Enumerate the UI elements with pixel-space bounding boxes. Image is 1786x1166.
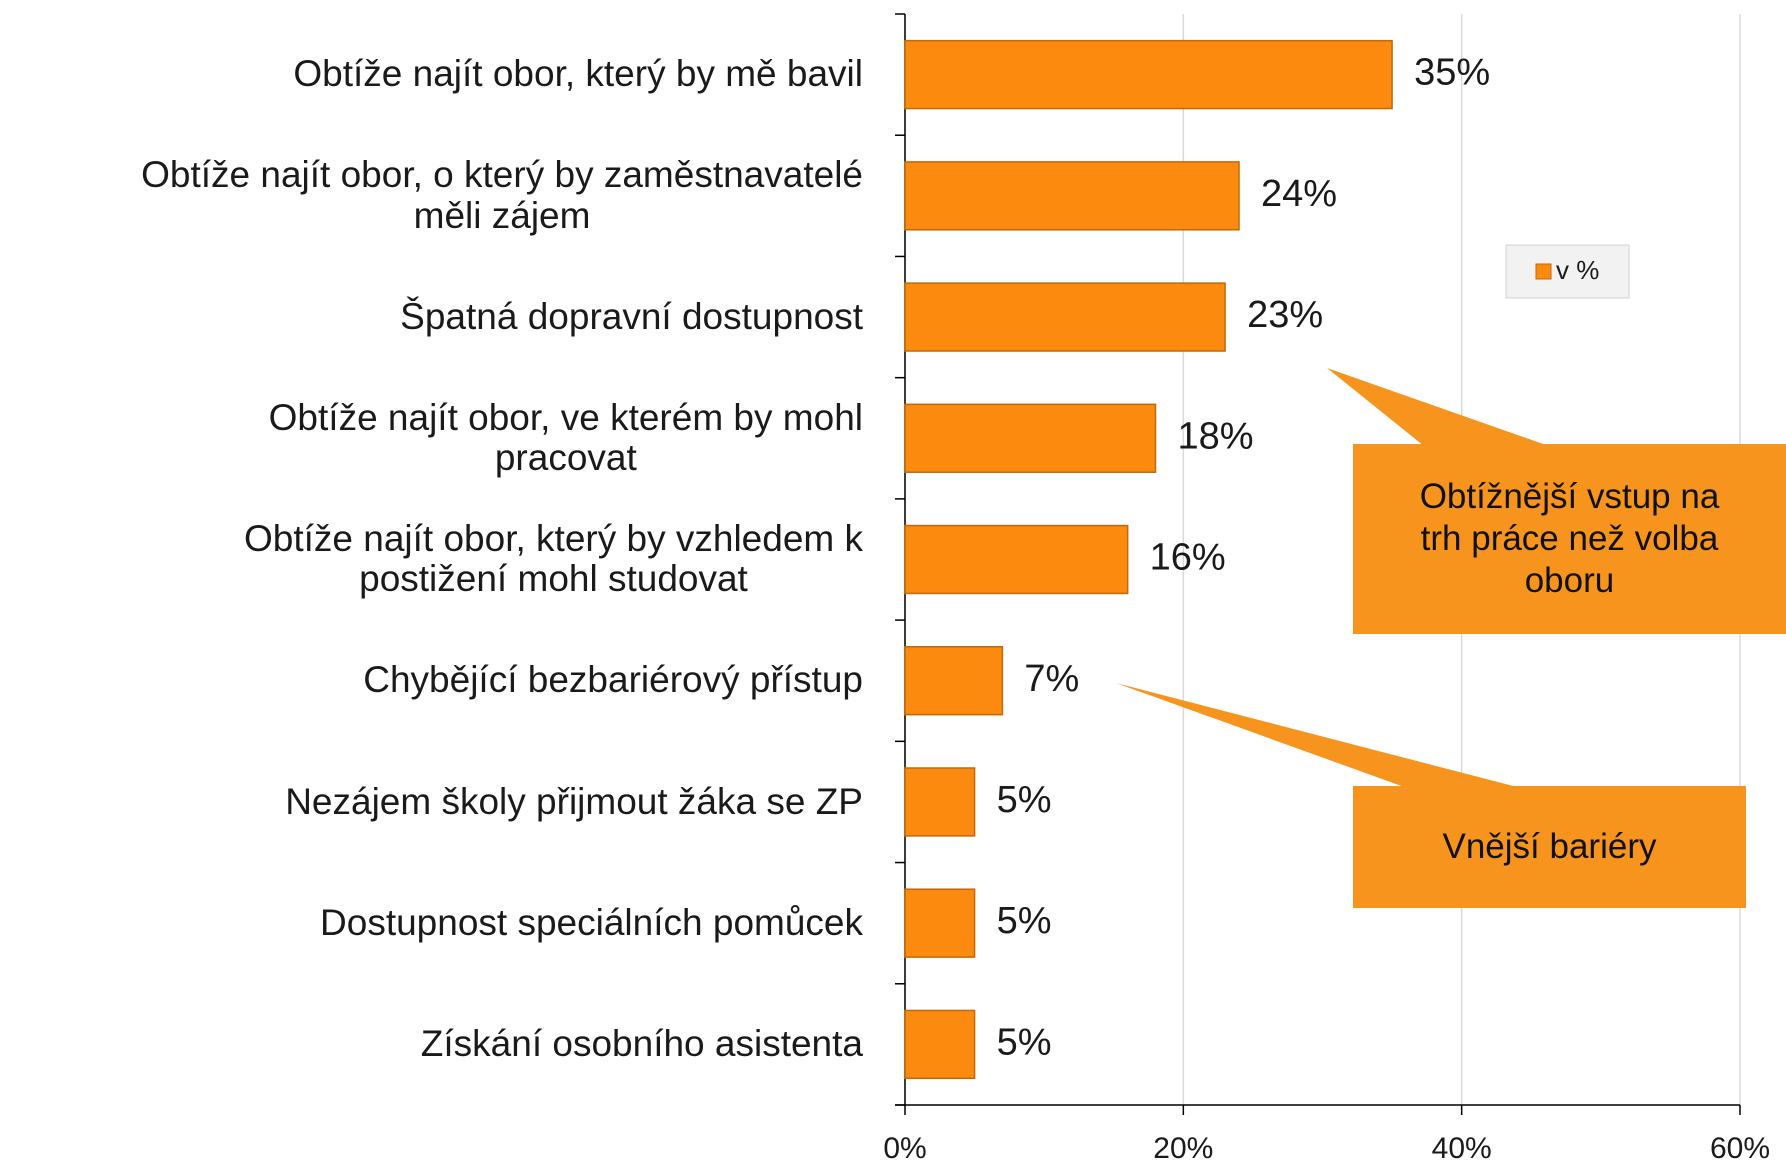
callout-box [1353,444,1786,634]
value-label: 24% [1261,173,1337,215]
legend-box [1505,244,1630,299]
category-label: Obtíže najít obor, který by mě bavil [293,53,863,95]
value-label: 18% [1178,415,1254,457]
category-label-box: Obtíže najít obor, který by mě bavil [0,14,863,135]
category-label-box: Nezájem školy přijmout žáka se ZP [0,741,863,862]
bar [904,39,1393,110]
x-tick-label: 0% [883,1132,926,1165]
category-label-wrap: Obtíže najít obor, o který by zaměstnava… [0,135,863,256]
category-label-box: Špatná dopravní dostupnost [0,256,863,377]
category-label: Nezájem školy přijmout žáka se ZP [285,780,863,822]
value-label: 16% [1150,537,1226,579]
callout-text: Vnější bariéry [1442,827,1657,866]
value-label: 5% [997,900,1052,942]
category-label-wrap: Dostupnost speciálních pomůcek [0,863,863,984]
legend-swatch [1535,263,1552,280]
value-label: 35% [1414,52,1490,94]
bar [904,403,1157,473]
category-label-box: Obtíže najít obor, který by vzhledem k p… [0,499,863,620]
category-label: Dostupnost speciálních pomůcek [320,901,863,943]
category-label-box: Obtíže najít obor, ve kterém by mohl pra… [0,378,863,499]
bar [904,767,976,837]
value-label: 7% [1024,658,1079,700]
category-label: Obtíže najít obor, o který by zaměstnava… [141,154,863,236]
x-tick-label: 40% [1432,1132,1492,1165]
category-label-wrap: Získání osobního asistenta [0,984,863,1105]
legend-label: v % [1556,255,1599,285]
category-label-wrap: Obtíže najít obor, ve kterém by mohl pra… [0,378,863,499]
callout-pointer [1116,683,1521,788]
category-label-box: Chybějící bezbariérový přístup [0,620,863,741]
category-label-wrap: Obtíže najít obor, který by mě bavil [0,14,863,135]
category-label-wrap: Nezájem školy přijmout žáka se ZP [0,741,863,862]
callout-text-box: Vnější bariéry [1442,827,1657,866]
category-label-box: Obtíže najít obor, o který by zaměstnava… [0,135,863,256]
category-label-wrap: Špatná dopravní dostupnost [0,256,863,377]
category-label-box: Získání osobního asistenta [0,984,863,1105]
bar [904,1009,976,1080]
category-label-box: Dostupnost speciálních pomůcek [0,863,863,984]
callout-box [1353,786,1746,908]
category-label: Špatná dopravní dostupnost [400,295,863,337]
category-label: Chybějící bezbariérový přístup [363,659,863,701]
callout-text-box: Obtížnější vstup na trh práce než volba … [1419,477,1720,600]
bar [904,524,1129,595]
value-label: 5% [997,1021,1052,1063]
callout-text: Obtížnější vstup na trh práce než volba … [1419,477,1720,600]
value-label: 23% [1247,294,1323,336]
bar [904,282,1226,352]
x-tick-label: 20% [1153,1132,1213,1165]
callout-pointer [1327,368,1549,446]
value-label: 5% [997,779,1052,821]
bar [904,161,1240,231]
bar [904,888,976,958]
bar [904,646,1004,716]
x-tick-label: 60% [1710,1132,1770,1165]
category-label: Obtíže najít obor, který by vzhledem k p… [243,517,863,600]
category-label: Obtíže najít obor, ve kterém by mohl pra… [268,396,863,479]
category-label-wrap: Obtíže najít obor, který by vzhledem k p… [0,499,863,620]
category-label: Získání osobního asistenta [420,1023,863,1065]
category-label-wrap: Chybějící bezbariérový přístup [0,620,863,741]
